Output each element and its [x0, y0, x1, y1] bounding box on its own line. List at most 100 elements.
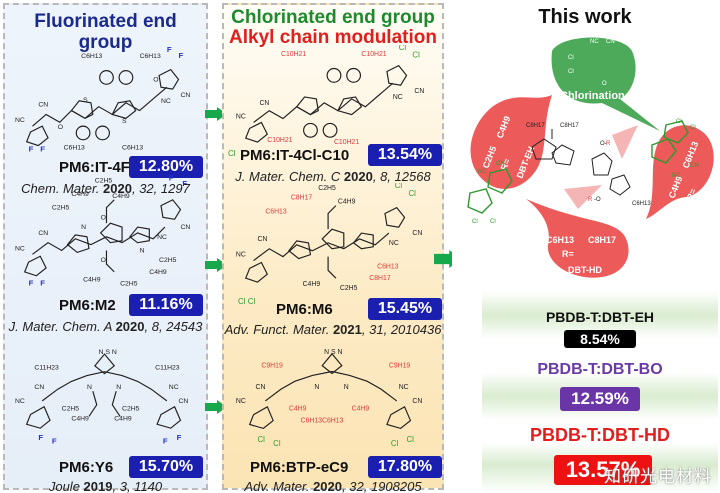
svg-text:C2H5: C2H5: [159, 257, 177, 264]
arrow-right-icon: [205, 107, 227, 121]
dbt-hd-bubble: [526, 199, 629, 278]
svg-text:C2H5: C2H5: [340, 285, 358, 291]
svg-text:C4H9: C4H9: [71, 191, 89, 198]
svg-text:NC: NC: [15, 245, 25, 252]
citation: Adv. Funct. Mater. 2021, 31, 2010436: [224, 322, 442, 337]
svg-text:Cl: Cl: [690, 125, 696, 131]
svg-text:C2H5: C2H5: [318, 185, 336, 192]
svg-text:O: O: [602, 81, 607, 87]
svg-text:C10H21: C10H21: [361, 51, 386, 58]
svg-text:CN: CN: [257, 236, 267, 243]
svg-text:O: O: [153, 76, 158, 83]
chlorine-label: Cl Cl: [238, 297, 256, 306]
svg-text:C6H13: C6H13: [546, 235, 574, 245]
svg-text:F: F: [38, 433, 43, 442]
svg-text:C9H19: C9H19: [389, 363, 411, 370]
pce-badge: 15.45%: [368, 298, 442, 320]
result-name-eh: PBDB-T:DBT-EH: [545, 309, 655, 325]
chlorine-label: Cl: [228, 149, 236, 158]
svg-text:F: F: [52, 437, 57, 446]
svg-text:N: N: [140, 247, 145, 254]
svg-text:R: R: [588, 197, 593, 203]
molecule-m6: C2H5 C4H9 C4H9 C2H5 NC CN CN NC C8H17 C6H13 C…: [232, 181, 434, 292]
svg-text:CN: CN: [179, 398, 189, 405]
svg-text:NC: NC: [399, 384, 409, 391]
watermark-text: 知研光电材料: [604, 467, 712, 486]
svg-text:F: F: [40, 279, 45, 288]
entry-y6: N S N C11H23 C11H23 C2H5 C4H9 C2H5 C4H9 NC C…: [5, 345, 206, 493]
svg-text:R=: R=: [562, 249, 574, 259]
svg-text:F: F: [177, 433, 182, 442]
chlorinated-panel: Chlorinated end group Alkyl chain modula…: [222, 3, 444, 493]
svg-text:NC: NC: [157, 234, 167, 241]
svg-text:NC: NC: [389, 240, 399, 247]
svg-text:NC: NC: [672, 173, 681, 179]
svg-text:NC: NC: [169, 384, 179, 391]
svg-text:C2H5: C2H5: [120, 281, 138, 288]
svg-text:C8H17: C8H17: [588, 235, 616, 245]
svg-text:NC: NC: [478, 169, 487, 175]
svg-text:C4H9: C4H9: [338, 199, 356, 206]
svg-text:N: N: [81, 224, 86, 231]
svg-text:C10H21: C10H21: [281, 51, 306, 58]
svg-text:CN: CN: [38, 230, 48, 237]
arrow-right-icon: [205, 400, 227, 414]
compound-name: PM6:M2: [59, 297, 116, 314]
svg-text:C9H19: C9H19: [261, 363, 283, 370]
svg-text:C4H9: C4H9: [303, 281, 321, 288]
svg-text:Cl: Cl: [412, 51, 420, 60]
svg-text:C10H21: C10H21: [334, 139, 359, 145]
svg-text:C6H13: C6H13: [265, 208, 287, 215]
svg-text:F: F: [40, 144, 45, 153]
svg-text:C4H9: C4H9: [289, 406, 307, 413]
svg-text:R: R: [606, 141, 611, 147]
svg-text:F: F: [163, 437, 168, 446]
svg-text:F: F: [179, 51, 184, 60]
svg-text:C4H9: C4H9: [114, 415, 132, 422]
svg-text:NC: NC: [15, 398, 25, 405]
citation: J. Mater. Chem. C 2020, 8, 12568: [235, 169, 431, 184]
svg-text:O: O: [101, 257, 106, 264]
svg-text:CN: CN: [414, 88, 424, 95]
svg-text:DBT-HD: DBT-HD: [568, 265, 602, 275]
panel-subtitle-alkyl: Alkyl chain modulation: [229, 27, 437, 48]
svg-text:-O: -O: [594, 197, 601, 203]
svg-text:N: N: [314, 384, 319, 391]
citation: Adv. Mater. 2020, 32, 1908205: [244, 479, 422, 493]
entry-it-4cl-c10: C10H21 C10H21 C10H21 C10H21 NC CN CN NC Cl Cl…: [224, 43, 442, 184]
svg-text:CN: CN: [38, 102, 48, 109]
svg-text:C2H5: C2H5: [122, 406, 140, 413]
svg-text:C2H5: C2H5: [62, 406, 80, 413]
svg-text:C8H17: C8H17: [291, 195, 313, 202]
svg-text:N S N: N S N: [99, 349, 117, 356]
panel-title-fluorinated: Fluorinated end group: [34, 11, 177, 53]
arrow-right-icon: [205, 258, 227, 272]
svg-text:Cl: Cl: [391, 439, 399, 448]
svg-text:C4H9: C4H9: [149, 269, 167, 276]
molecule-structure-icon: C10H21 C10H21 C10H21 C10H21 NC CN CN NC Cl Cl: [236, 43, 424, 146]
svg-text:Cl: Cl: [257, 435, 265, 444]
svg-text:N S N: N S N: [324, 349, 342, 356]
panel-title-chlorinated: Chlorinated end group: [231, 7, 435, 28]
svg-text:CN: CN: [180, 92, 190, 99]
svg-text:CN: CN: [412, 398, 422, 405]
citation: Chem. Mater. 2020, 32, 1297: [21, 181, 190, 196]
svg-text:NC: NC: [236, 398, 246, 405]
svg-text:R=: R=: [499, 157, 513, 172]
svg-text:NC: NC: [15, 117, 25, 124]
svg-text:C8H17: C8H17: [526, 123, 545, 129]
svg-text:S: S: [83, 97, 88, 104]
svg-text:NC: NC: [236, 252, 246, 259]
svg-text:Cl: Cl: [407, 435, 415, 444]
svg-text:C6H13: C6H13: [140, 53, 161, 60]
compound-name: PM6:BTP-eC9: [250, 459, 349, 476]
svg-text:C11H23: C11H23: [34, 365, 59, 372]
svg-text:F: F: [29, 279, 34, 288]
svg-text:NC: NC: [393, 94, 403, 101]
